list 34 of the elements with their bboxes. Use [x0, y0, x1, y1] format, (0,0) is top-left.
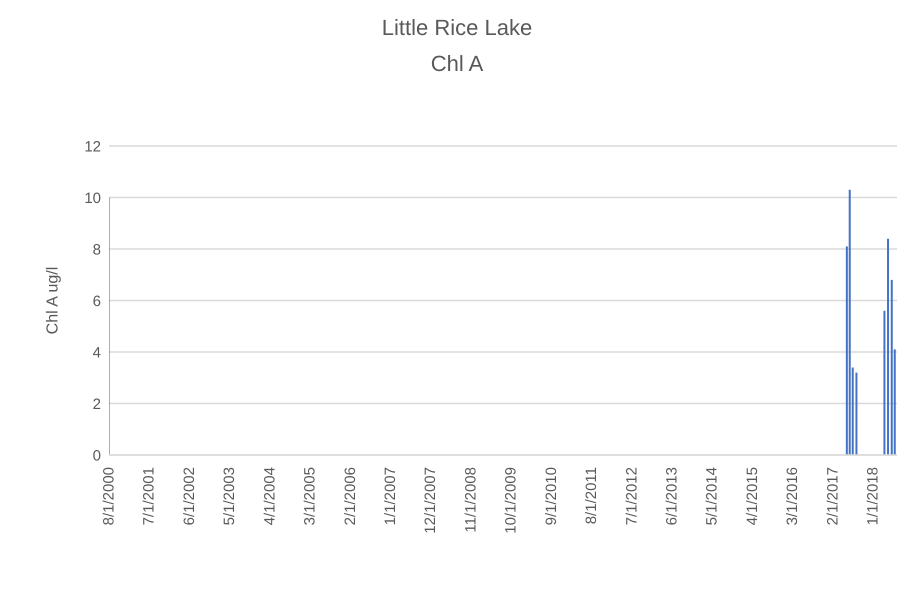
- x-tick-label: 4/1/2004: [261, 467, 278, 526]
- x-tick-label: 5/1/2014: [704, 467, 721, 526]
- x-tick-label: 1/1/2018: [864, 467, 882, 526]
- x-tick-label: 2/1/2006: [342, 467, 360, 526]
- x-tick-label: 7/1/2001: [140, 467, 158, 526]
- x-tick-label: 3/1/2016: [784, 467, 802, 526]
- x-tick-label: 8/1/2000: [100, 467, 118, 526]
- y-axis-title: Chl A ug/l: [44, 266, 62, 334]
- x-tick-label: 6/1/2002: [180, 467, 198, 526]
- x-tick-label: 12/1/2007: [422, 467, 440, 534]
- x-tick-label: 4/1/2015: [744, 467, 761, 526]
- bar: [890, 280, 893, 455]
- y-tick-label: 2: [92, 396, 101, 413]
- x-tick-label: 5/1/2003: [221, 467, 238, 526]
- x-tick-label: 10/1/2009: [502, 467, 520, 534]
- y-tick-label: 6: [92, 292, 101, 310]
- bar: [855, 372, 858, 455]
- x-tick-label: 9/1/2010: [542, 467, 560, 526]
- y-tick-label: 8: [92, 241, 101, 258]
- x-tick-label: 2/1/2017: [824, 467, 842, 526]
- y-tick-label: 4: [92, 344, 101, 362]
- bar: [848, 190, 851, 455]
- y-tick-label: 10: [84, 190, 101, 207]
- x-tick-label: 8/1/2011: [583, 467, 600, 524]
- chart-title: Little Rice Lake: [380, 14, 534, 42]
- x-tick-label: 1/1/2007: [382, 467, 400, 526]
- x-tick-label: 11/1/2008: [462, 467, 480, 533]
- bar: [887, 238, 890, 455]
- chart-subtitle: Chl A: [430, 50, 484, 78]
- y-tick-label: 0: [92, 447, 101, 464]
- y-tick-label: 12: [84, 138, 101, 156]
- x-tick-label: 3/1/2005: [302, 467, 319, 526]
- x-tick-label: 6/1/2013: [663, 467, 680, 526]
- x-tick-label: 7/1/2012: [623, 467, 640, 526]
